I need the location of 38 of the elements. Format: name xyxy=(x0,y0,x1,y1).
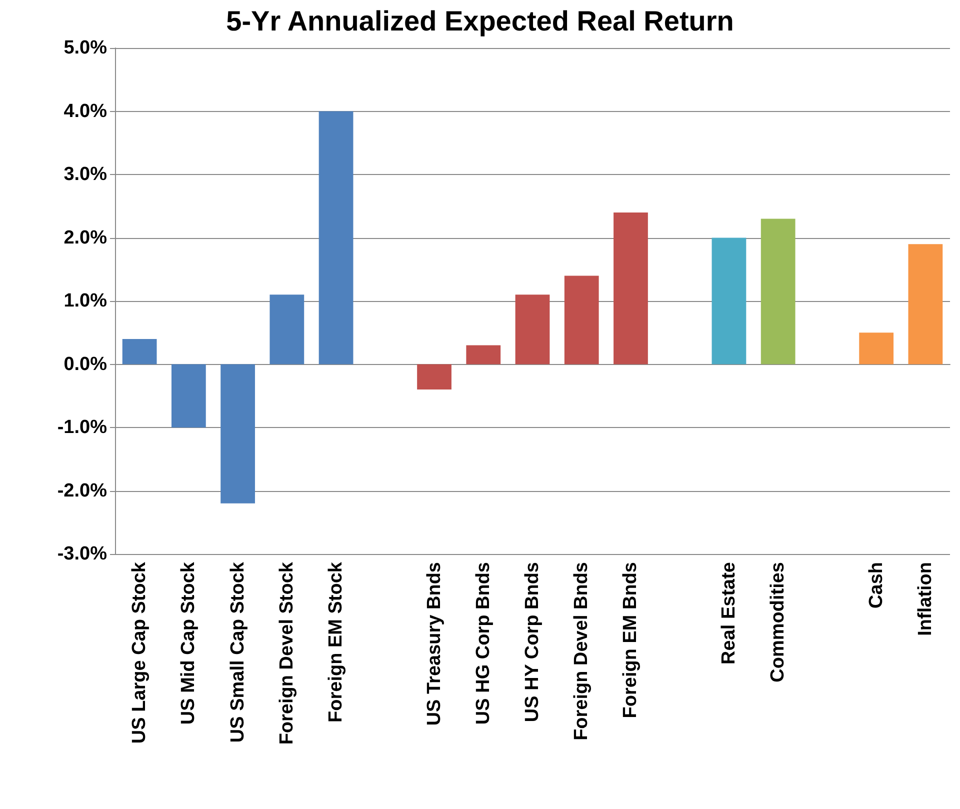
x-tick-label: Inflation xyxy=(914,562,936,636)
bar xyxy=(614,212,648,364)
x-tick-label: US HG Corp Bnds xyxy=(472,562,494,725)
x-tick-label: Foreign EM Stock xyxy=(326,562,347,722)
bar xyxy=(760,218,796,364)
x-tick-label: Cash xyxy=(866,562,887,608)
bar xyxy=(908,244,943,364)
bar xyxy=(270,294,304,364)
x-tick-label: US Mid Cap Stock xyxy=(178,562,200,725)
x-tick-label: Foreign Devel Bnds xyxy=(571,562,592,740)
bar xyxy=(564,276,599,364)
x-tick-label: US Large Cap Stock xyxy=(129,562,150,744)
y-tick-label: 5.0% xyxy=(64,38,108,58)
x-tick-label: US HY Corp Bnds xyxy=(522,562,543,722)
bar xyxy=(466,345,501,364)
y-tick-label: 0.0% xyxy=(64,354,108,375)
bar xyxy=(859,332,894,364)
x-tick-label: US Treasury Bnds xyxy=(424,562,445,726)
y-tick-label: 1.0% xyxy=(64,290,108,312)
bar xyxy=(712,238,746,364)
y-tick-label: -2.0% xyxy=(57,480,108,502)
y-tick-label: -1.0% xyxy=(57,417,108,438)
bar xyxy=(122,338,157,364)
bar xyxy=(515,294,550,364)
x-tick-label: Commodities xyxy=(768,562,789,682)
chart-title: 5-Yr Annualized Expected Real Return xyxy=(226,6,734,36)
bar xyxy=(220,364,255,504)
bar xyxy=(318,111,354,364)
x-tick-label: Foreign Devel Stock xyxy=(276,562,298,745)
x-tick-label: US Small Cap Stock xyxy=(227,562,248,743)
y-tick-label: 4.0% xyxy=(64,100,108,122)
bar xyxy=(171,364,206,428)
x-tick-label: Foreign EM Bnds xyxy=(620,562,642,718)
y-tick-label: -3.0% xyxy=(57,544,108,564)
bar xyxy=(417,364,452,390)
y-tick-label: 2.0% xyxy=(64,227,108,248)
y-tick-label: 3.0% xyxy=(64,164,108,185)
x-tick-label: Real Estate xyxy=(718,562,740,664)
